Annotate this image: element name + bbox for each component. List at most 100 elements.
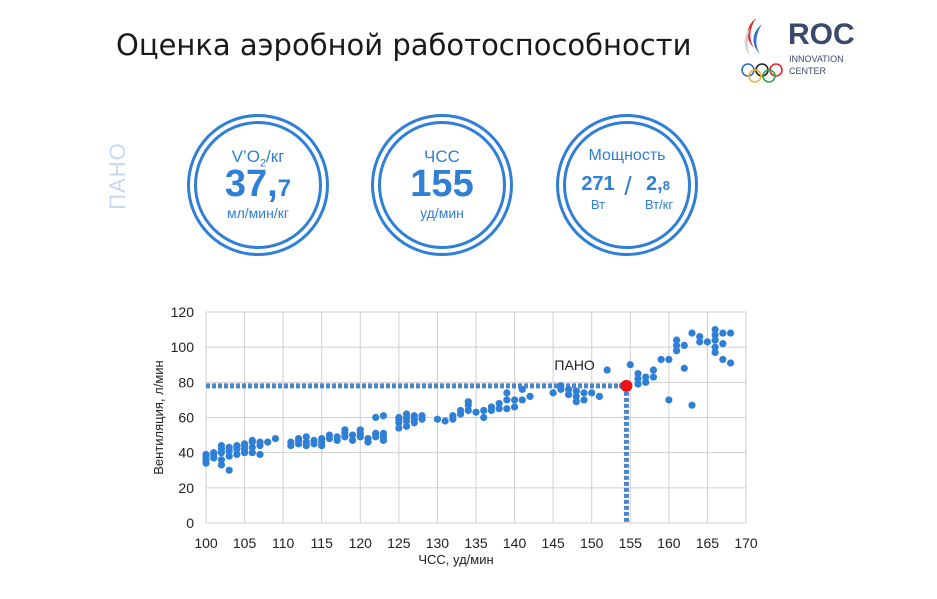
data-point bbox=[688, 329, 696, 337]
data-point bbox=[217, 442, 226, 450]
data-point bbox=[256, 438, 264, 446]
data-point bbox=[395, 413, 403, 422]
power-abs-value: 271 bbox=[581, 173, 615, 195]
data-point bbox=[634, 375, 642, 383]
data-point bbox=[441, 417, 449, 425]
data-point bbox=[711, 343, 719, 351]
x-tick-label: 100 bbox=[194, 535, 218, 551]
data-point bbox=[711, 336, 719, 344]
data-point bbox=[294, 435, 303, 443]
data-point bbox=[233, 450, 241, 459]
data-point bbox=[302, 433, 310, 441]
data-point bbox=[711, 348, 719, 357]
data-point bbox=[495, 405, 503, 413]
data-point bbox=[649, 366, 658, 374]
y-tick-label: 80 bbox=[178, 374, 194, 390]
x-tick-label: 165 bbox=[696, 535, 720, 551]
data-point bbox=[325, 431, 334, 439]
data-point bbox=[449, 412, 457, 420]
x-tick-label: 110 bbox=[272, 535, 295, 551]
y-tick-label: 0 bbox=[186, 515, 194, 531]
data-point bbox=[248, 436, 256, 444]
data-point bbox=[372, 413, 380, 422]
data-point bbox=[372, 429, 380, 437]
data-point bbox=[472, 408, 480, 416]
data-point bbox=[549, 389, 557, 397]
data-point bbox=[302, 438, 310, 446]
data-point bbox=[719, 340, 727, 348]
data-point bbox=[564, 391, 573, 399]
data-point bbox=[348, 431, 357, 439]
y-tick-label: 20 bbox=[178, 480, 194, 496]
data-point bbox=[680, 364, 688, 372]
data-point bbox=[318, 435, 326, 443]
data-point bbox=[510, 403, 519, 411]
power-rel-unit: Вт/кг bbox=[644, 197, 674, 212]
data-point bbox=[202, 450, 210, 459]
data-point bbox=[672, 336, 681, 344]
data-point bbox=[665, 396, 673, 404]
data-point bbox=[557, 382, 565, 390]
data-point bbox=[418, 412, 426, 420]
data-point bbox=[595, 392, 604, 400]
power-separator: / bbox=[624, 171, 632, 201]
data-point bbox=[642, 378, 650, 386]
data-point bbox=[356, 426, 364, 434]
data-point bbox=[310, 436, 318, 444]
y-tick-label: 60 bbox=[178, 410, 194, 426]
y-tick-label: 100 bbox=[171, 339, 195, 355]
data-point bbox=[649, 373, 658, 381]
x-tick-label: 160 bbox=[657, 535, 681, 551]
logo-flame-white bbox=[744, 28, 750, 56]
data-point bbox=[217, 456, 226, 464]
vo2-unit: мл/мин/кг bbox=[227, 205, 289, 221]
data-point bbox=[642, 373, 650, 381]
y-axis-title: Вентиляция, л/мин bbox=[151, 360, 166, 474]
data-point bbox=[271, 435, 280, 443]
data-point bbox=[510, 396, 519, 404]
logo-subtitle-1: INNOVATION bbox=[789, 54, 844, 64]
data-point bbox=[688, 401, 696, 409]
x-tick-label: 125 bbox=[387, 535, 411, 551]
data-point bbox=[395, 424, 403, 432]
hr-unit: уд/мин bbox=[420, 205, 464, 221]
data-point bbox=[379, 429, 388, 437]
ring-yellow bbox=[748, 69, 762, 83]
data-point bbox=[703, 338, 712, 346]
data-point bbox=[696, 338, 704, 346]
data-point bbox=[726, 329, 735, 337]
x-tick-label: 130 bbox=[426, 535, 450, 551]
data-point bbox=[464, 406, 472, 415]
power-inner-ring bbox=[563, 121, 691, 249]
data-point bbox=[503, 389, 511, 397]
x-tick-label: 135 bbox=[464, 535, 488, 551]
data-point bbox=[341, 426, 349, 434]
data-point bbox=[564, 385, 573, 393]
hr-label: ЧСС bbox=[424, 147, 460, 166]
data-point bbox=[217, 461, 226, 469]
data-point bbox=[480, 413, 488, 422]
data-point bbox=[225, 452, 233, 460]
data-point bbox=[580, 396, 588, 404]
x-tick-label: 115 bbox=[311, 535, 334, 551]
x-tick-label: 105 bbox=[233, 535, 257, 551]
power-label: Мощность bbox=[588, 147, 666, 164]
x-tick-label: 140 bbox=[503, 535, 527, 551]
page-title: Оценка аэробной работоспособности bbox=[116, 28, 692, 62]
x-tick-label: 170 bbox=[734, 535, 758, 551]
x-tick-label: 120 bbox=[349, 535, 373, 551]
logo-subtitle-2: CENTER bbox=[789, 66, 827, 76]
data-point bbox=[402, 410, 411, 418]
power-rel-value: 2,8 bbox=[646, 173, 670, 195]
data-point bbox=[634, 380, 642, 388]
power-metric-circle: Мощность 271 Вт / 2,8 Вт/кг bbox=[556, 114, 698, 256]
logo-name: ROC bbox=[788, 18, 855, 51]
ring-green bbox=[762, 69, 776, 83]
data-point bbox=[379, 412, 388, 420]
data-point bbox=[503, 405, 511, 413]
logo-flame-blue bbox=[753, 24, 762, 54]
data-point bbox=[572, 392, 580, 400]
data-point bbox=[665, 355, 673, 364]
data-point bbox=[719, 329, 727, 337]
